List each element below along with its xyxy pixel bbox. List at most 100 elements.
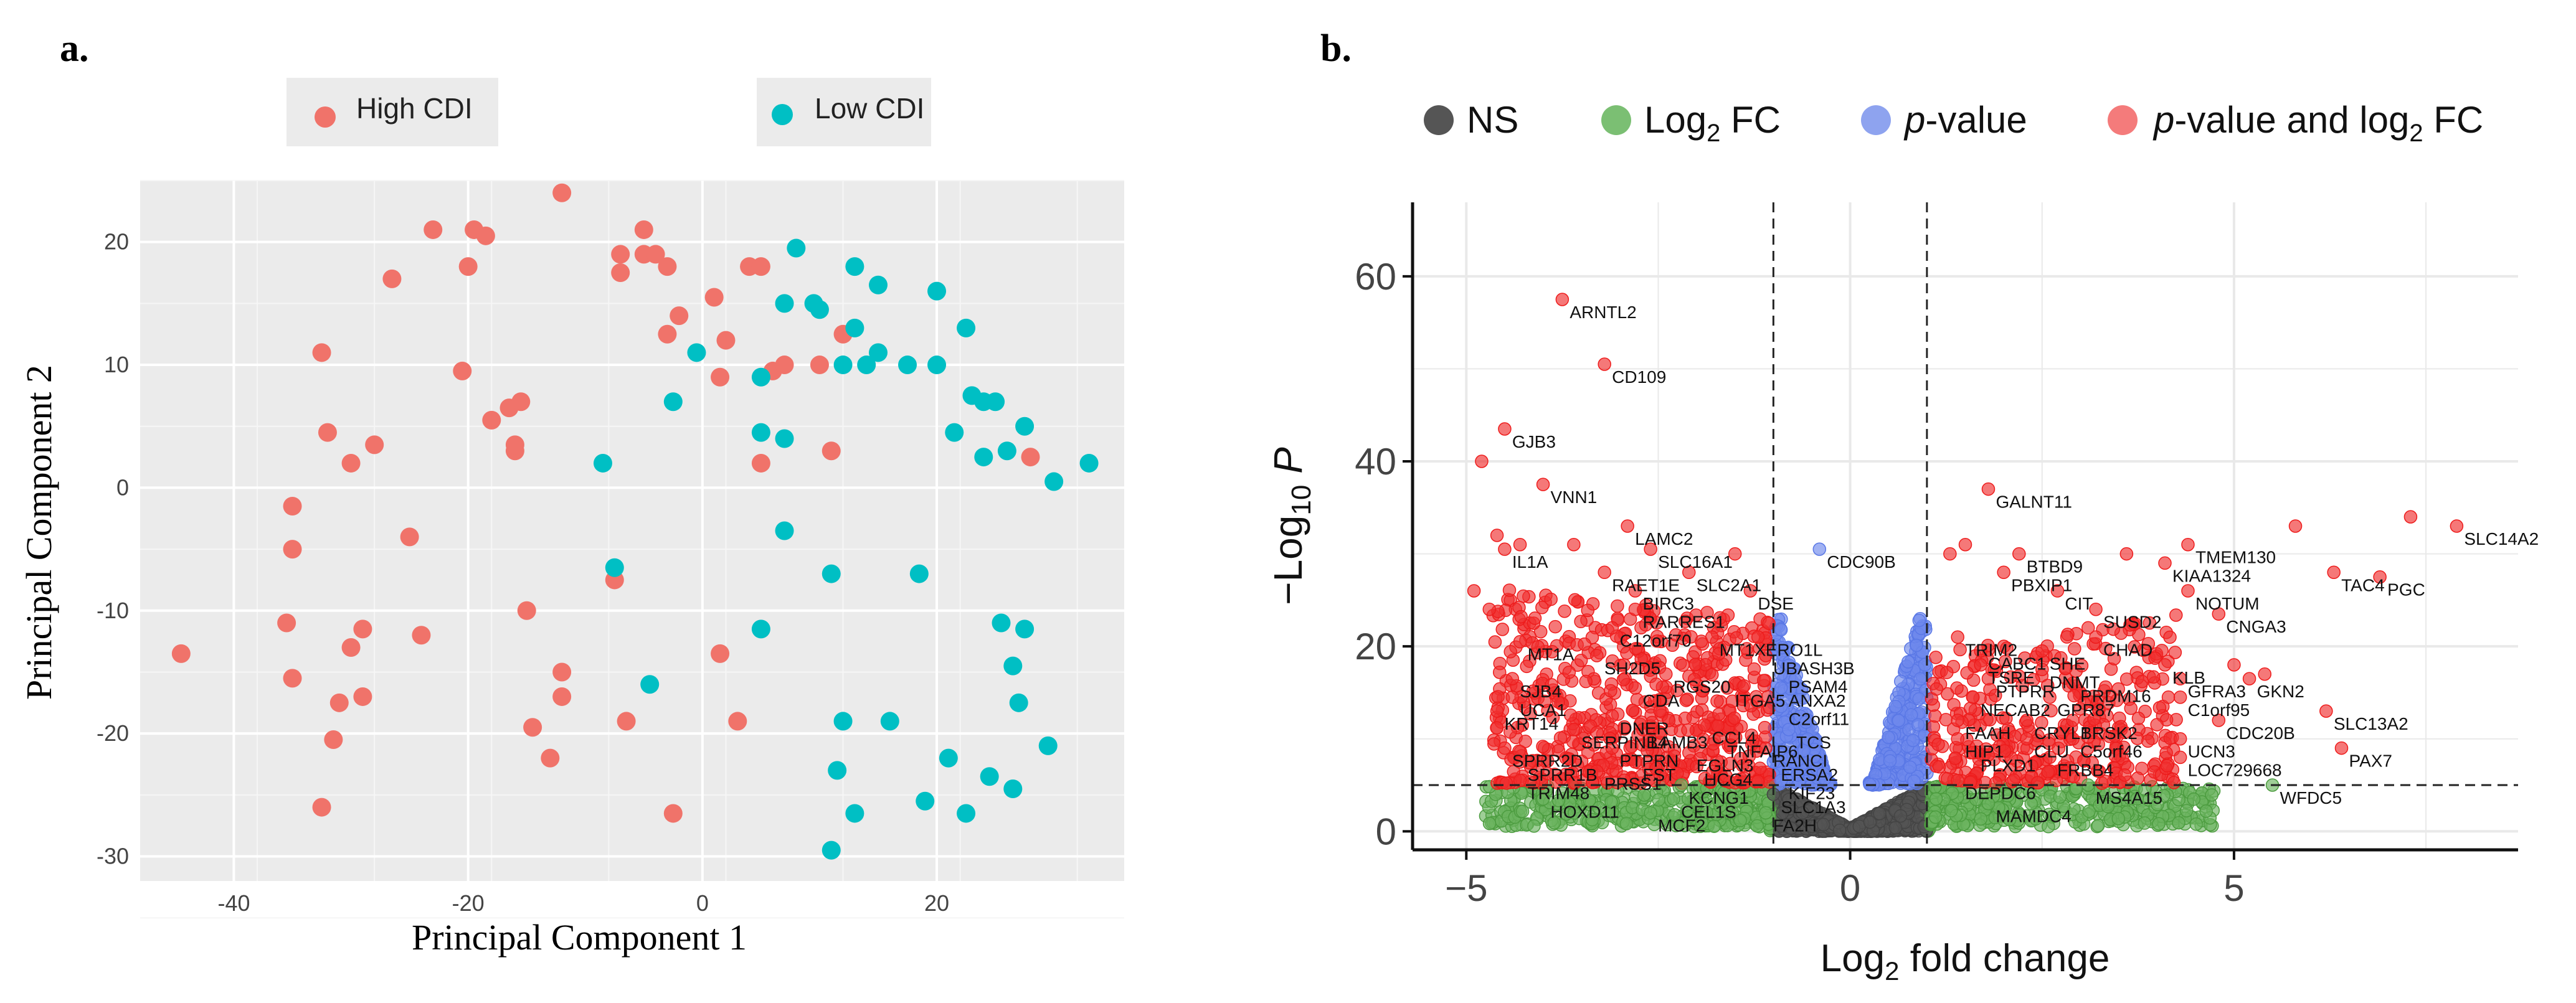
volcano-gene-label: DSE xyxy=(1758,594,1794,613)
volcano-point-both xyxy=(1517,589,1530,603)
volcano-point-both xyxy=(2258,667,2271,681)
volcano-point-both xyxy=(1536,478,1550,491)
volcano-point-fc xyxy=(1667,792,1680,806)
pca-point-high-cdi xyxy=(658,257,677,276)
pca-point-low-cdi xyxy=(845,318,864,337)
volcano-point-both xyxy=(1505,690,1519,704)
volcano-point-both xyxy=(2119,547,2134,561)
volcano-point-both xyxy=(1659,667,1673,681)
pca-point-low-cdi xyxy=(787,238,806,258)
pca-point-high-cdi xyxy=(711,367,730,387)
volcano-point-both xyxy=(1705,630,1719,644)
volcano-point-fc xyxy=(2179,804,2194,817)
volcano-point-fc xyxy=(2138,816,2152,830)
pca-point-low-cdi xyxy=(957,318,976,337)
volcano-gene-label: RGS20 xyxy=(1674,677,1731,697)
volcano-point-p xyxy=(1882,730,1895,745)
volcano-point-both xyxy=(2319,704,2333,718)
volcano-gene-label: ANXA2 xyxy=(1789,691,1846,710)
legend-label-ns: NS xyxy=(1467,99,1518,141)
pca-point-low-cdi xyxy=(880,712,899,731)
volcano-gene-label: CIT xyxy=(2065,594,2093,613)
volcano-point-both xyxy=(1492,666,1507,679)
pca-point-high-cdi xyxy=(646,245,665,264)
volcano-point-p xyxy=(1893,674,1908,689)
volcano-gene-label: UBASH3B xyxy=(1773,659,1855,678)
pca-point-high-cdi xyxy=(312,343,331,362)
volcano-point-both xyxy=(2012,547,2026,561)
pca-point-low-cdi xyxy=(980,767,999,786)
pca-point-high-cdi xyxy=(611,245,630,264)
volcano-point-both xyxy=(1544,592,1558,606)
volcano-point-both xyxy=(1943,547,1957,561)
volcano-point-both xyxy=(1930,682,1944,696)
pca-tick-labels: -40 -20 0 20 -30 -20 -10 0 10 20 xyxy=(97,229,949,916)
volcano-point-both xyxy=(2334,741,2349,755)
volcano-point-both xyxy=(1611,599,1624,613)
pca-point-low-cdi xyxy=(869,343,888,362)
pca-point-high-cdi xyxy=(382,269,402,288)
legend-marker-high-cdi xyxy=(315,106,336,128)
volcano-points xyxy=(1467,293,2464,839)
volcano-point-both xyxy=(2403,510,2418,524)
volcano-point-fc xyxy=(1619,817,1634,831)
pca-point-low-cdi xyxy=(822,564,841,583)
volcano-gene-label: CNGA3 xyxy=(2226,617,2286,636)
volcano-point-both xyxy=(1621,519,1634,533)
volcano-point-both xyxy=(1753,761,1767,775)
volcano-gene-label: FAAH xyxy=(1965,723,2010,743)
volcano-point-both xyxy=(1932,760,1946,774)
volcano-point-fc xyxy=(2152,817,2166,831)
pca-point-low-cdi xyxy=(605,558,624,577)
pca-point-high-cdi xyxy=(324,730,343,750)
volcano-point-both xyxy=(1491,690,1505,704)
volcano-gene-label: GALNT11 xyxy=(1996,492,2072,512)
volcano-point-fc xyxy=(1750,819,1764,833)
volcano-point-both xyxy=(1567,537,1581,552)
volcano-point-fc xyxy=(1928,810,1943,824)
pca-point-low-cdi xyxy=(845,804,864,823)
volcano-point-both xyxy=(1574,615,1588,629)
volcano-point-both xyxy=(1581,603,1595,618)
volcano-point-both xyxy=(1728,711,1741,725)
volcano-point-both xyxy=(2041,765,2055,779)
volcano-point-both xyxy=(1626,704,1639,717)
pca-point-low-cdi xyxy=(775,429,794,448)
volcano-gene-label: PRSS1 xyxy=(1604,775,1662,794)
volcano-point-p xyxy=(1913,672,1927,686)
pca-point-high-cdi xyxy=(658,324,677,344)
pca-point-high-cdi xyxy=(751,257,770,276)
volcano-gene-label: GPR87 xyxy=(2057,700,2114,720)
volcano-point-both xyxy=(2173,690,2187,704)
volcano-point-both xyxy=(1567,723,1581,737)
pca-point-low-cdi xyxy=(957,804,976,823)
volcano-gene-label: ARNTL2 xyxy=(1570,303,1636,322)
volcano-point-both xyxy=(1963,702,1977,715)
volcano-gene-label: NOTUM xyxy=(2195,594,2260,613)
volcano-point-both xyxy=(1562,666,1576,679)
volcano-gene-label: MT1A xyxy=(1528,645,1574,664)
volcano-gene-label: PBXIP1 xyxy=(2011,575,2072,595)
volcano-point-both xyxy=(1758,720,1772,735)
volcano-gene-label: PTPRR xyxy=(1996,682,2055,701)
volcano-point-fc xyxy=(1527,819,1541,833)
pca-point-high-cdi xyxy=(552,183,572,202)
pca-x-tick-label: -20 xyxy=(452,890,485,916)
pca-point-low-cdi xyxy=(775,294,794,313)
volcano-point-p xyxy=(1906,733,1920,748)
volcano-gene-label: CDC20B xyxy=(2226,723,2294,743)
pca-point-high-cdi xyxy=(171,644,191,663)
pca-legend: High CDI Low CDI xyxy=(286,78,931,146)
volcano-point-both xyxy=(2020,732,2034,746)
volcano-point-both xyxy=(2118,768,2132,782)
pca-point-high-cdi xyxy=(283,540,302,559)
volcano-point-both xyxy=(2081,621,2095,635)
volcano-point-both xyxy=(1548,619,1562,634)
volcano-point-both xyxy=(1505,672,1519,685)
pca-point-low-cdi xyxy=(663,392,683,412)
pca-point-low-cdi xyxy=(927,356,947,375)
volcano-gene-label: SLC16A1 xyxy=(1658,552,1733,572)
volcano-gene-label: GJB3 xyxy=(1512,432,1556,451)
pca-x-tick-label: 0 xyxy=(696,890,709,916)
